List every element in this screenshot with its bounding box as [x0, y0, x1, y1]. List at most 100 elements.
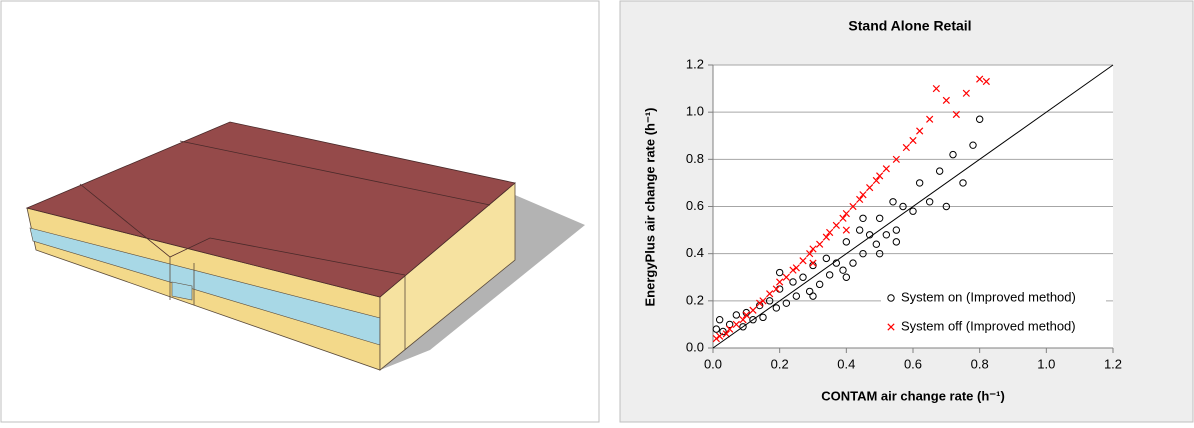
chart-title: Stand Alone Retail — [848, 18, 971, 34]
y-tick-label: 1.2 — [686, 56, 704, 71]
point — [909, 136, 917, 145]
point — [832, 221, 840, 229]
point — [815, 280, 824, 289]
point — [976, 75, 984, 83]
point — [792, 264, 800, 272]
point — [925, 198, 934, 206]
point — [782, 299, 791, 307]
x-tick-label: 0.2 — [771, 356, 789, 371]
x-tick-label: 0.4 — [837, 356, 855, 371]
point — [909, 207, 917, 215]
point — [856, 195, 864, 204]
point — [872, 176, 880, 185]
point — [825, 271, 834, 279]
point — [725, 320, 734, 329]
y-tick-label: 0.2 — [686, 292, 704, 307]
point — [962, 89, 970, 97]
point — [826, 228, 834, 237]
point — [866, 184, 874, 192]
point — [859, 249, 867, 258]
point — [765, 297, 774, 305]
series — [712, 75, 990, 343]
roof-line — [79, 183, 406, 276]
reference-line — [712, 64, 1114, 349]
point — [809, 259, 817, 267]
point — [756, 299, 764, 307]
point — [712, 325, 721, 333]
point — [759, 313, 767, 322]
legend-label: System off (Improved method) — [901, 318, 1076, 333]
point — [982, 77, 990, 86]
y-axis-label: EnergyPlus air change rate (h⁻¹) — [642, 107, 657, 306]
point — [876, 172, 884, 180]
x-tick-label: 1.2 — [1104, 356, 1122, 371]
point — [809, 292, 817, 300]
point — [816, 240, 824, 248]
point — [782, 273, 790, 281]
point — [742, 311, 750, 319]
point — [882, 165, 890, 173]
point — [759, 297, 767, 305]
point — [959, 179, 967, 187]
point — [839, 214, 847, 222]
point — [842, 273, 851, 281]
legend: System on (Improved method) System off (I… — [881, 286, 1106, 340]
door — [171, 281, 193, 301]
point — [969, 141, 977, 149]
x-axis-label: CONTAM air change rate (h⁻¹) — [821, 388, 1005, 403]
point — [926, 115, 934, 123]
building-panel — [0, 0, 600, 423]
point — [766, 290, 774, 298]
point — [872, 240, 881, 248]
y-tick-label: 0.6 — [686, 198, 704, 213]
point — [942, 96, 950, 104]
point — [892, 238, 901, 246]
point — [792, 292, 801, 300]
point — [719, 327, 727, 336]
point — [975, 115, 984, 123]
x-tick-label: 1.0 — [1037, 356, 1055, 371]
point — [952, 110, 960, 119]
point — [899, 202, 907, 211]
y-tick-label: 0.4 — [686, 245, 704, 260]
point — [842, 209, 850, 218]
chart-panel: Stand Alone Retail CONTAM air change rat… — [619, 0, 1194, 423]
y-tick-label: 0.0 — [686, 339, 704, 354]
point — [849, 259, 857, 267]
point — [799, 273, 807, 281]
x-tick-label: 0.8 — [971, 356, 989, 371]
point — [849, 202, 857, 211]
point — [772, 285, 780, 293]
point — [859, 214, 867, 222]
point — [732, 311, 741, 319]
point — [775, 268, 784, 277]
point — [935, 167, 944, 175]
point — [892, 155, 900, 163]
point — [902, 143, 910, 152]
point — [822, 254, 831, 263]
point — [882, 231, 891, 239]
point — [809, 245, 817, 253]
point — [892, 226, 901, 234]
point — [806, 250, 814, 258]
point — [716, 332, 724, 340]
point — [839, 266, 847, 274]
x-tick-label: 0.0 — [704, 356, 722, 371]
point — [789, 278, 797, 286]
point — [942, 202, 951, 211]
point — [915, 179, 924, 187]
legend-label: System on (Improved method) — [901, 289, 1076, 304]
point — [726, 325, 734, 333]
point — [842, 226, 850, 234]
point — [776, 278, 784, 286]
point — [875, 249, 884, 258]
roof-line — [179, 140, 491, 206]
point — [949, 150, 957, 159]
point — [875, 214, 884, 222]
y-tick-label: 1.0 — [686, 104, 704, 119]
point — [889, 198, 897, 206]
roof — [25, 121, 516, 298]
point — [859, 191, 867, 199]
legend-marker — [887, 294, 895, 302]
legend-box — [881, 286, 1106, 340]
